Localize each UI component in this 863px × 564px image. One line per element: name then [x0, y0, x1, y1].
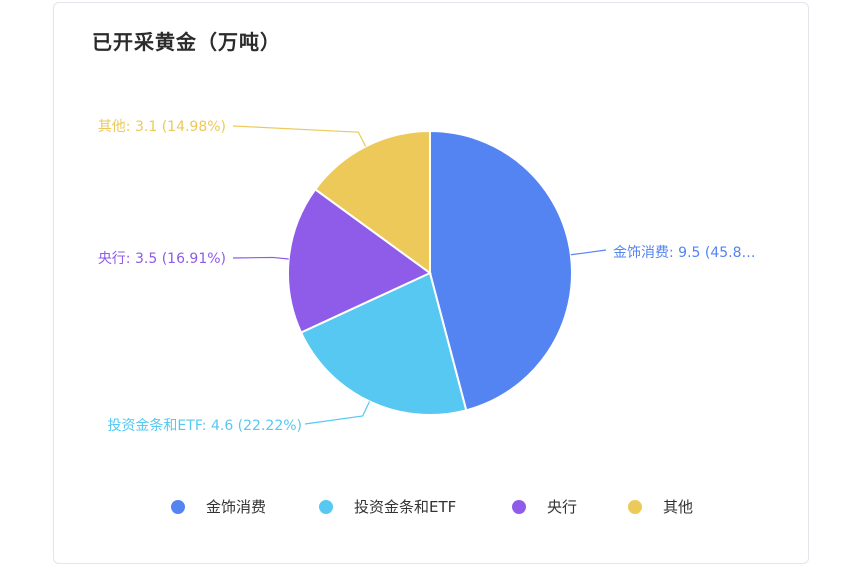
pie-slice-1[interactable]	[299, 271, 468, 416]
legend-marker-2[interactable]	[512, 500, 526, 514]
legend-marker-1[interactable]	[319, 500, 333, 514]
slice-label-3: 其他: 3.1 (14.98%)	[98, 119, 226, 135]
pie-slices	[287, 129, 573, 416]
legend-label-1[interactable]: 投资金条和ETF	[354, 498, 456, 516]
legend-label-2[interactable]: 央行	[547, 498, 577, 516]
leader-line-3	[232, 125, 367, 147]
legend-marker-0[interactable]	[171, 500, 185, 514]
chart-title: 已开采黄金（万吨）	[92, 30, 281, 54]
slice-label-0: 金饰消费: 9.5 (45.8…	[613, 245, 756, 261]
slice-label-2: 央行: 3.5 (16.91%)	[98, 251, 226, 267]
leader-line-1	[304, 401, 371, 425]
leader-line-0	[570, 249, 607, 256]
slice-labels: 金饰消费: 9.5 (45.8… 投资金条和ETF: 4.6 (22.22%) 央行…	[98, 119, 756, 434]
legend-label-3[interactable]: 其他	[663, 498, 693, 516]
slice-label-1: 投资金条和ETF: 4.6 (22.22%)	[107, 417, 302, 434]
legend-marker-3[interactable]	[628, 500, 642, 514]
legend-label-0[interactable]: 金饰消费	[206, 498, 266, 516]
leader-line-2	[232, 256, 289, 260]
chart-legend: 金饰消费 投资金条和ETF 央行 其他	[171, 498, 693, 516]
